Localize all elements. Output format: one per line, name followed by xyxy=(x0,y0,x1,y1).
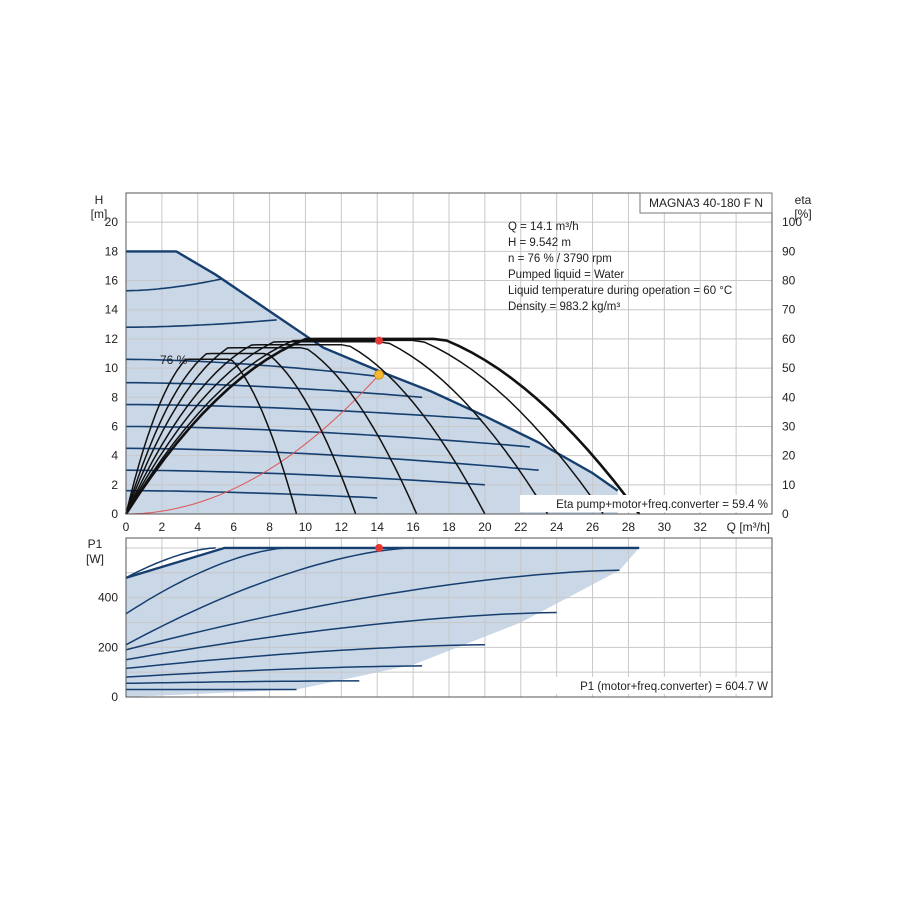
y-tick-label: 18 xyxy=(105,244,119,258)
y2-tick-label: 50 xyxy=(782,361,796,375)
power-speed-curve xyxy=(125,547,414,646)
efficiency-annotation: Eta pump+motor+freq.converter = 59.4 % xyxy=(556,499,768,511)
y-tick-label: 0 xyxy=(111,507,118,521)
x-tick-label: 16 xyxy=(406,520,420,534)
y-tick-label: 4 xyxy=(111,449,118,463)
x-tick-label: 26 xyxy=(586,520,600,534)
y2-tick-label: 90 xyxy=(782,244,796,258)
x-tick-label: 12 xyxy=(335,520,349,534)
plot-frame xyxy=(125,192,773,515)
power-y-tick-label: 0 xyxy=(111,690,118,704)
y-tick-label: 8 xyxy=(111,390,118,404)
info-line: Liquid temperature during operation = 60… xyxy=(508,285,732,297)
speed-curve xyxy=(126,425,530,448)
y2-tick-label: 100 xyxy=(782,215,802,229)
y-tick-label: 14 xyxy=(105,303,119,317)
speed-curve xyxy=(126,403,482,420)
x-tick-label: 4 xyxy=(194,520,201,534)
power-y-axis-label: P1 xyxy=(88,537,103,551)
efficiency-annotation-background xyxy=(520,495,771,512)
power-speed-curve xyxy=(125,547,216,579)
y2-tick-label: 20 xyxy=(782,449,796,463)
x-tick-label: 22 xyxy=(514,520,528,534)
x-tick-label: 14 xyxy=(371,520,385,534)
y-tick-label: 12 xyxy=(105,332,119,346)
efficiency-curve xyxy=(125,339,604,515)
y2-tick-label: 30 xyxy=(782,419,796,433)
model-box xyxy=(639,192,773,214)
y2-axis-unit: [%] xyxy=(794,207,811,221)
x-axis-label-background xyxy=(720,519,771,534)
info-line: Density = 983.2 kg/m³ xyxy=(508,301,620,313)
y2-tick-label: 0 xyxy=(782,507,789,521)
power-plot-frame xyxy=(125,537,773,698)
power-speed-curve xyxy=(125,644,485,670)
power-y-tick-label: 400 xyxy=(98,591,118,605)
speed-curve xyxy=(125,469,485,486)
y-tick-label: 16 xyxy=(105,274,119,288)
y2-tick-label: 70 xyxy=(782,303,796,317)
y2-axis-label: eta xyxy=(795,193,812,207)
power-speed-curve xyxy=(125,665,423,678)
efficiency-curve xyxy=(125,341,549,515)
speed-curve xyxy=(125,278,222,292)
system-curve xyxy=(125,374,380,515)
x-tick-label: 24 xyxy=(550,520,564,534)
x-tick-label: 20 xyxy=(478,520,492,534)
x-tick-label: 18 xyxy=(442,520,456,534)
info-line: Q = 14.1 m³/h xyxy=(508,221,579,233)
power-speed-curve xyxy=(125,547,288,615)
duty-point-efficiency xyxy=(375,336,384,345)
efficiency-curve xyxy=(125,358,298,515)
x-tick-label: 6 xyxy=(230,520,237,534)
power-speed-curve xyxy=(125,569,620,651)
power-speed-curve xyxy=(125,680,360,685)
model-label: MAGNA3 40-180 F N xyxy=(649,196,763,210)
power-y-axis-unit: [W] xyxy=(86,552,104,566)
y-axis-unit: [m] xyxy=(91,207,108,221)
x-tick-label: 8 xyxy=(266,520,273,534)
power-speed-curve xyxy=(125,611,557,661)
y2-tick-label: 10 xyxy=(782,478,796,492)
x-tick-label: 28 xyxy=(622,520,636,534)
x-tick-label: 10 xyxy=(299,520,313,534)
power-annotation: P1 (motor+freq.converter) = 604.7 W xyxy=(580,681,768,693)
y-tick-label: 20 xyxy=(105,215,119,229)
y-tick-label: 2 xyxy=(111,478,118,492)
power-annotation-background xyxy=(548,677,771,694)
speed-curve xyxy=(126,381,423,399)
x-tick-label: 32 xyxy=(694,520,708,534)
duty-point-head xyxy=(374,369,384,380)
y-axis-label: H xyxy=(95,193,104,207)
max-power-curve xyxy=(125,546,640,579)
head-chart: 0 2 4 6 8 10 12 14 16 18 20 22 24 26 28 30 3202468101214… xyxy=(91,192,812,534)
x-axis-label: Q [m³/h] xyxy=(727,520,770,534)
info-line: Pumped liquid = Water xyxy=(508,269,624,281)
info-line: n = 76 % / 3790 rpm xyxy=(508,253,612,265)
y2-tick-label: 60 xyxy=(782,332,796,346)
efficiency-curve xyxy=(125,343,486,515)
y2-tick-label: 80 xyxy=(782,274,796,288)
efficiency-curve xyxy=(125,346,418,515)
speed-curve xyxy=(125,358,383,378)
power-chart: 0 200 400 P1[W] P1 (motor+freq.converter) = … xyxy=(86,537,773,704)
info-line: H = 9.542 m xyxy=(508,237,571,249)
y-tick-label: 10 xyxy=(105,361,119,375)
speed-curve xyxy=(126,489,378,499)
y-tick-label: 6 xyxy=(111,419,118,433)
x-tick-label: 2 xyxy=(159,520,166,534)
duty-point-power xyxy=(375,543,384,552)
x-tick-label: 30 xyxy=(658,520,672,534)
efficiency-curve xyxy=(125,352,357,515)
x-tick-label: 0 xyxy=(123,520,130,534)
speed-curve xyxy=(126,319,277,328)
y2-tick-label: 40 xyxy=(782,390,796,404)
power-y-tick-label: 200 xyxy=(98,640,118,654)
speed-label: 76 % xyxy=(160,353,188,367)
